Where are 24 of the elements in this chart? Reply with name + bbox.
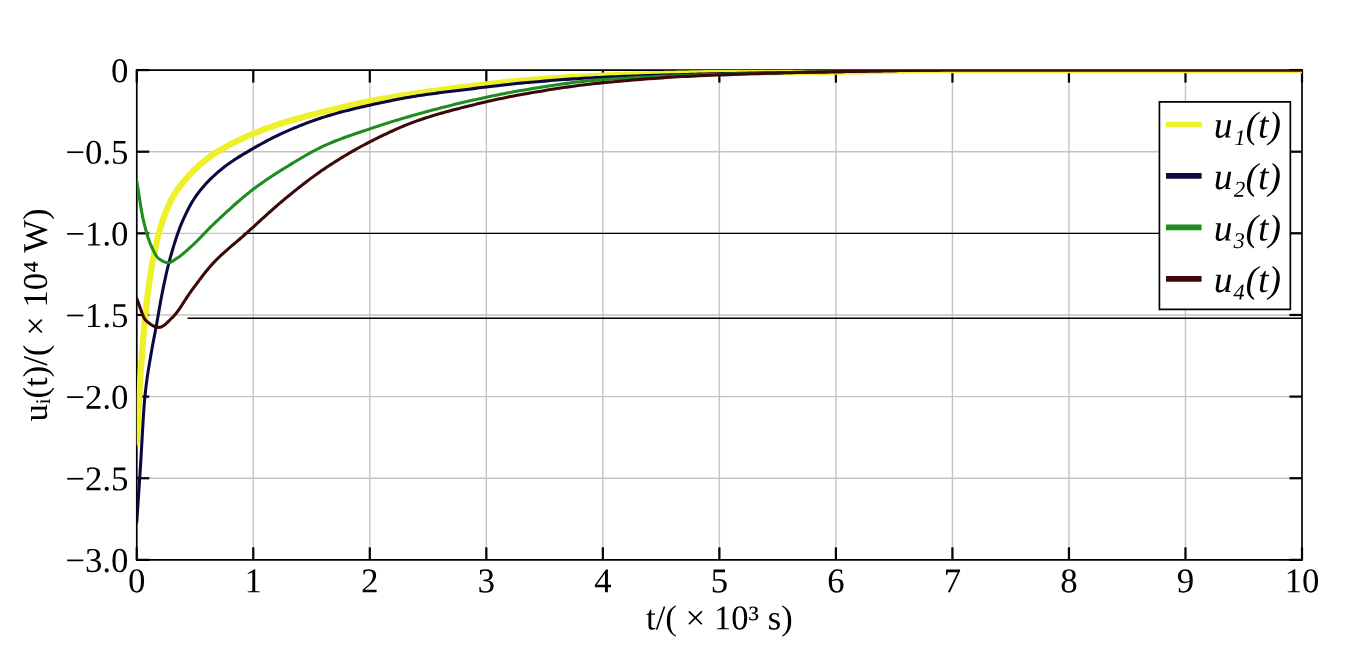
x-tick-label: 2 [362,569,377,593]
y-tick-label: −1.5 [67,304,128,328]
x-tick-label: 1 [247,569,260,593]
y-tick-label: 0 [112,59,128,83]
y-tick-label: −3.0 [67,548,128,573]
x-tick-label: 8 [1061,569,1077,593]
x-tick-label: 4 [594,569,611,593]
x-tick-label: 3 [479,569,494,593]
x-tick-label: 9 [1177,569,1193,593]
legend-label: u₂(t) [1215,162,1280,197]
legend-label: u₄(t) [1215,265,1280,300]
x-tick-label: 10 [1287,569,1319,593]
y-tick-label: −0.5 [67,140,128,165]
legend-label: u₁(t) [1215,111,1280,146]
x-tick-label: 7 [946,569,961,593]
y-tick-label: −2.0 [67,385,128,410]
y-tick-label: −2.5 [67,467,128,491]
legend-label: u₃(t) [1215,214,1280,249]
x-tick-label: 5 [712,569,727,593]
x-axis-title: t/( × 10³ s) [646,605,792,637]
y-tick-label: −1.0 [67,222,128,246]
x-tick-label: 6 [828,569,844,593]
x-tick-label: 0 [129,569,145,593]
y-axis-title: uᵢ(t)/( × 10⁴ W) [22,209,55,422]
